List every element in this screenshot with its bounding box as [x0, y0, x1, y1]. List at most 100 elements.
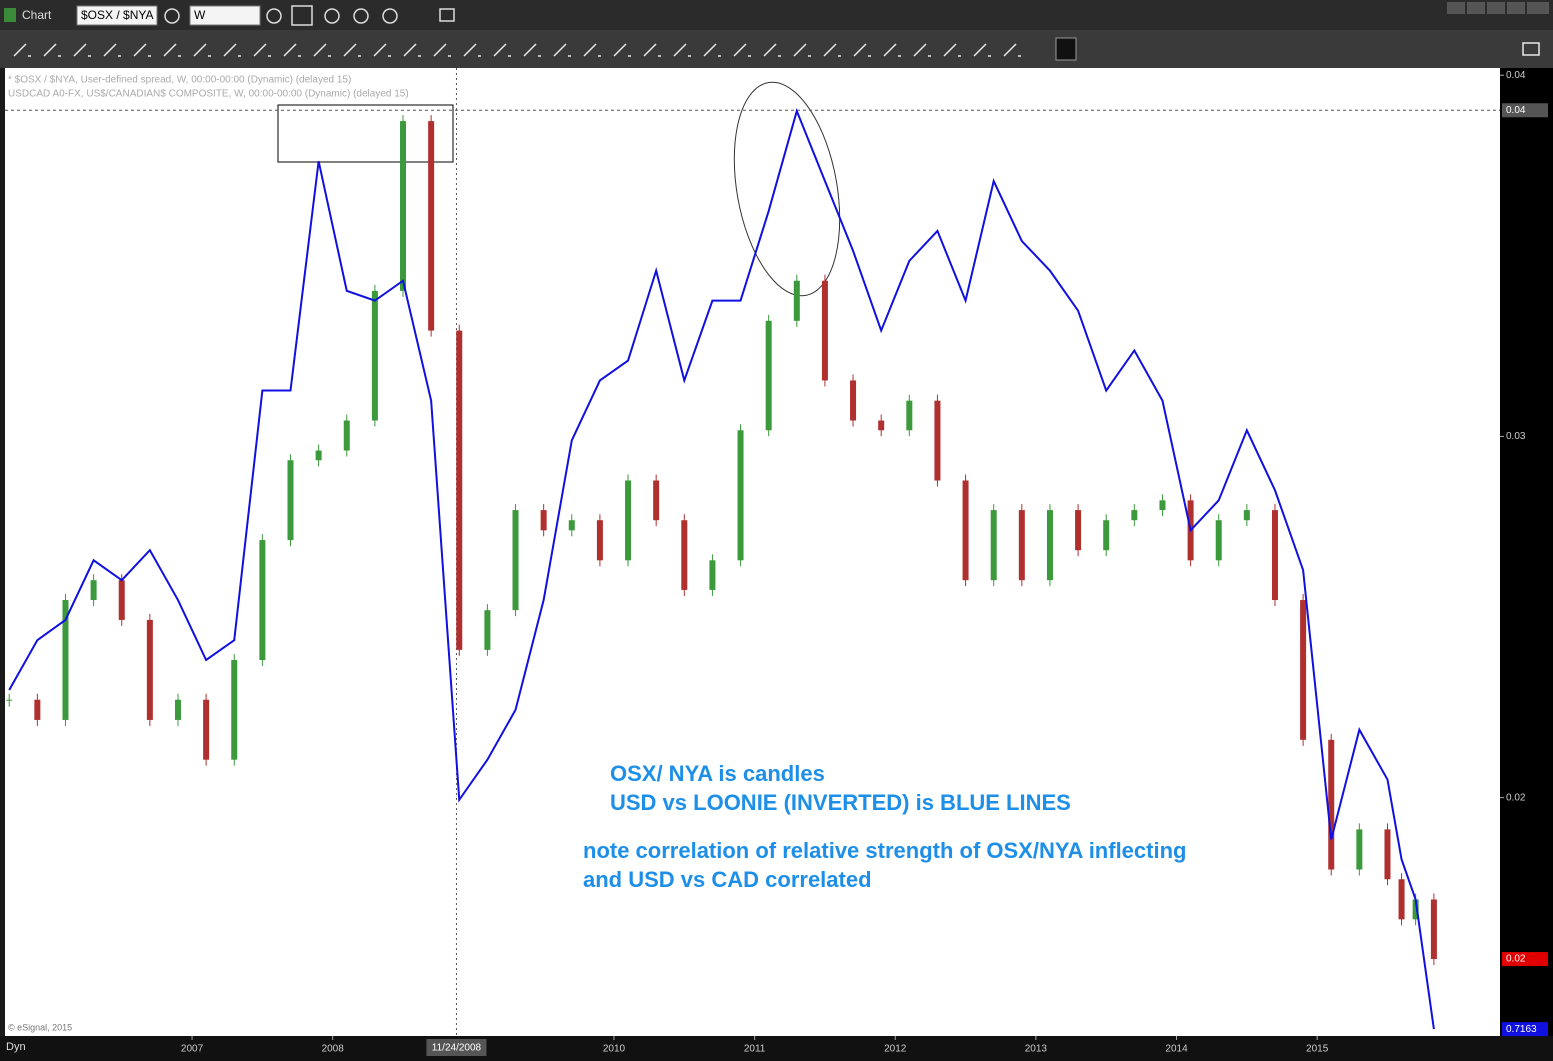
candle-body — [456, 330, 463, 650]
tool-icon[interactable] — [613, 43, 631, 57]
y-tick-label: 0.03 — [1506, 431, 1526, 442]
tool-icon[interactable] — [324, 8, 340, 24]
tool-icon[interactable] — [1003, 43, 1021, 57]
tool-icon[interactable] — [291, 5, 313, 26]
candle-body — [990, 510, 997, 581]
candle-body — [596, 520, 603, 561]
tool-icon[interactable] — [133, 43, 151, 57]
tool-icon[interactable] — [643, 43, 661, 57]
candle-body — [1430, 899, 1437, 960]
help-button[interactable] — [1447, 2, 1465, 14]
tool-icon[interactable] — [223, 43, 241, 57]
tool-icon[interactable] — [823, 43, 841, 57]
tool-icon[interactable] — [382, 8, 398, 24]
tool-icon[interactable] — [13, 43, 31, 57]
candle-body — [371, 290, 378, 421]
price-axis — [1500, 68, 1553, 1036]
tool-icon[interactable] — [193, 43, 211, 57]
interval-text: W — [194, 8, 206, 22]
tool-icon[interactable] — [463, 43, 481, 57]
candle-body — [1398, 879, 1405, 920]
legend-entry: * $OSX / $NYA, User-defined spread, W, 0… — [8, 75, 351, 86]
tool-icon[interactable] — [853, 43, 871, 57]
candle-body — [90, 580, 97, 601]
x-tick-label: 2014 — [1165, 1044, 1188, 1055]
tool-icon[interactable] — [973, 43, 991, 57]
tool-icon[interactable] — [353, 8, 369, 24]
candle-body — [1384, 829, 1391, 880]
tool-icon[interactable] — [553, 43, 571, 57]
tool-icon[interactable] — [373, 43, 391, 57]
tool-icon[interactable] — [943, 43, 961, 57]
tool-icon[interactable] — [439, 8, 455, 22]
candle-body — [512, 510, 519, 611]
blue-last-label: 0.7163 — [1506, 1024, 1537, 1035]
candle-body — [821, 280, 828, 381]
tool-icon[interactable] — [523, 43, 541, 57]
tool-icon[interactable] — [283, 43, 301, 57]
candle-body — [174, 699, 181, 720]
mode-label: Dyn — [6, 1041, 26, 1053]
crosshair-x-label: 11/24/2008 — [432, 1043, 482, 1054]
candle-body — [231, 659, 238, 760]
tool-icon[interactable] — [73, 43, 91, 57]
candle-body — [287, 460, 294, 541]
restore-button[interactable] — [1487, 2, 1505, 14]
time-axis — [0, 1036, 1553, 1061]
x-tick-label: 2008 — [322, 1044, 345, 1055]
x-tick-label: 2011 — [744, 1044, 766, 1055]
candle-body — [1271, 510, 1278, 601]
candle-body — [1412, 899, 1419, 920]
symbol-input[interactable] — [76, 5, 158, 26]
tool-icon[interactable] — [403, 43, 421, 57]
close-button[interactable] — [1527, 2, 1549, 14]
candle-body — [146, 619, 153, 720]
tool-icon[interactable] — [583, 43, 601, 57]
tool-icon[interactable] — [43, 43, 61, 57]
tool-icon[interactable] — [793, 43, 811, 57]
tool-icon[interactable] — [103, 43, 121, 57]
tool-icon[interactable] — [733, 43, 751, 57]
tool-icon[interactable] — [163, 43, 181, 57]
tool-icon[interactable] — [703, 43, 721, 57]
last-price-label: 0.02 — [1506, 954, 1526, 965]
tool-icon[interactable] — [343, 43, 361, 57]
tool-icon[interactable] — [763, 43, 781, 57]
min-button[interactable] — [1467, 2, 1485, 14]
tool-icon[interactable] — [164, 8, 180, 24]
interval-input[interactable] — [189, 5, 261, 26]
candle-body — [1046, 510, 1053, 581]
candle-body — [315, 450, 322, 461]
drawing-tools — [13, 42, 1540, 57]
tool-icon[interactable] — [433, 43, 451, 57]
candle-body — [653, 480, 660, 521]
tool-icon[interactable] — [266, 8, 282, 24]
tool-icon[interactable] — [913, 43, 931, 57]
candle-body — [1075, 510, 1082, 551]
candle-body — [962, 480, 969, 581]
tool-icon[interactable] — [883, 43, 901, 57]
candle-body — [203, 699, 210, 760]
legend-entry: USDCAD A0-FX, US$/CANADIAN$ COMPOSITE, W… — [8, 89, 409, 100]
crosshair-y-box — [1502, 103, 1548, 118]
candle-body — [934, 400, 941, 481]
candle-body — [400, 121, 407, 291]
tool-icon[interactable] — [673, 43, 691, 57]
max-button[interactable] — [1507, 2, 1525, 14]
x-tick-label: 2013 — [1025, 1044, 1048, 1055]
candle-body — [6, 699, 13, 701]
candle-body — [1243, 510, 1250, 521]
tool-icon[interactable] — [313, 43, 331, 57]
window-title: Chart — [22, 8, 52, 22]
magnet-button[interactable] — [1055, 37, 1077, 61]
plot-area — [5, 68, 1500, 1036]
last-price-box — [1502, 952, 1548, 967]
candle-body — [259, 540, 266, 660]
candle-body — [484, 610, 491, 650]
candle-body — [709, 560, 716, 590]
copyright: © eSignal, 2015 — [8, 1022, 72, 1032]
x-tick-label: 2007 — [181, 1044, 204, 1055]
candle-body — [62, 600, 69, 720]
tool-icon[interactable] — [493, 43, 511, 57]
tool-icon[interactable] — [253, 43, 271, 57]
